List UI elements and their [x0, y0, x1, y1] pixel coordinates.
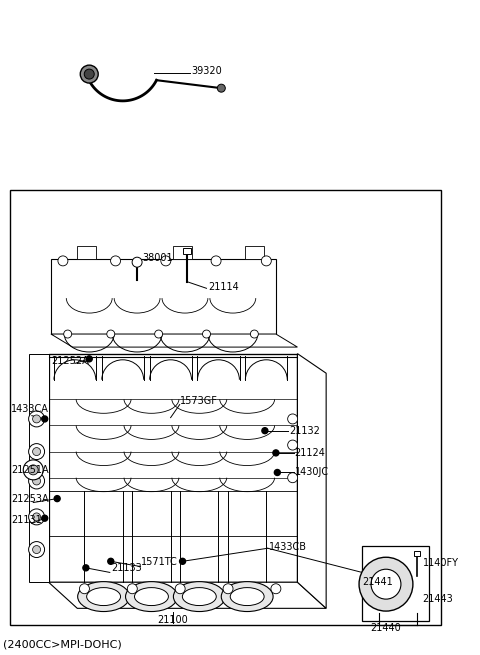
Circle shape — [211, 256, 221, 266]
Circle shape — [42, 416, 48, 422]
Circle shape — [83, 565, 89, 571]
Ellipse shape — [221, 582, 273, 612]
Text: 21253A: 21253A — [11, 495, 49, 504]
Circle shape — [127, 584, 137, 593]
Circle shape — [23, 460, 43, 480]
Text: 21131: 21131 — [11, 515, 42, 525]
Circle shape — [155, 330, 163, 338]
Circle shape — [33, 447, 41, 456]
Circle shape — [29, 411, 45, 427]
Bar — [362, 546, 429, 622]
Text: 1571TC: 1571TC — [142, 557, 178, 567]
Circle shape — [161, 256, 171, 266]
Circle shape — [288, 473, 298, 483]
Bar — [183, 248, 192, 254]
Circle shape — [217, 84, 225, 92]
Ellipse shape — [230, 588, 264, 606]
Circle shape — [251, 330, 258, 338]
Circle shape — [275, 470, 280, 476]
Text: 39320: 39320 — [191, 67, 222, 77]
Circle shape — [108, 558, 114, 565]
Ellipse shape — [173, 582, 225, 612]
Polygon shape — [48, 582, 326, 608]
Text: 38001: 38001 — [142, 253, 172, 263]
Polygon shape — [298, 354, 326, 608]
Text: 21133: 21133 — [111, 563, 142, 573]
Text: 21440: 21440 — [371, 623, 401, 633]
Circle shape — [29, 443, 45, 460]
Circle shape — [33, 546, 41, 553]
Polygon shape — [245, 246, 264, 259]
Polygon shape — [29, 354, 48, 582]
Circle shape — [261, 256, 271, 266]
Text: 1433CA: 1433CA — [11, 404, 49, 414]
Text: 21252A: 21252A — [51, 356, 89, 366]
Circle shape — [175, 584, 185, 593]
Polygon shape — [77, 246, 96, 259]
Circle shape — [86, 356, 92, 362]
Polygon shape — [173, 246, 192, 259]
Circle shape — [54, 496, 60, 502]
Circle shape — [80, 584, 89, 593]
Text: 21100: 21100 — [157, 615, 188, 626]
Ellipse shape — [134, 588, 168, 606]
Text: 21114: 21114 — [208, 282, 239, 292]
Polygon shape — [48, 354, 298, 582]
Circle shape — [223, 584, 233, 593]
Circle shape — [271, 584, 281, 593]
Circle shape — [33, 477, 41, 485]
Text: 21124: 21124 — [295, 448, 325, 458]
Circle shape — [80, 65, 98, 83]
Circle shape — [180, 558, 186, 565]
Text: (2400CC>MPI-DOHC): (2400CC>MPI-DOHC) — [3, 639, 122, 649]
Circle shape — [42, 515, 48, 521]
Circle shape — [84, 69, 94, 79]
Circle shape — [359, 557, 413, 611]
Text: 1433CB: 1433CB — [269, 542, 307, 552]
Circle shape — [203, 330, 211, 338]
Text: 21441: 21441 — [362, 577, 393, 588]
Circle shape — [107, 330, 115, 338]
Polygon shape — [51, 259, 276, 334]
Polygon shape — [51, 334, 298, 347]
Ellipse shape — [87, 588, 120, 606]
Text: 21251A: 21251A — [11, 465, 49, 475]
Circle shape — [28, 465, 38, 475]
Circle shape — [110, 256, 120, 266]
Circle shape — [288, 440, 298, 450]
Bar — [10, 191, 441, 625]
Circle shape — [33, 415, 41, 423]
Circle shape — [33, 513, 41, 521]
Text: 1430JC: 1430JC — [295, 468, 329, 477]
Bar — [414, 551, 420, 555]
Circle shape — [288, 414, 298, 424]
Text: 1573GF: 1573GF — [180, 396, 218, 405]
Ellipse shape — [78, 582, 130, 612]
Text: 21132: 21132 — [289, 426, 320, 436]
Ellipse shape — [182, 588, 216, 606]
Circle shape — [371, 569, 401, 599]
Circle shape — [58, 256, 68, 266]
Circle shape — [64, 330, 72, 338]
Circle shape — [132, 257, 142, 267]
Text: 1140FY: 1140FY — [423, 557, 459, 568]
Circle shape — [262, 428, 268, 434]
Circle shape — [273, 450, 279, 456]
Ellipse shape — [126, 582, 178, 612]
Circle shape — [29, 473, 45, 489]
Text: 21443: 21443 — [422, 593, 453, 603]
Circle shape — [29, 542, 45, 557]
Circle shape — [29, 509, 45, 525]
